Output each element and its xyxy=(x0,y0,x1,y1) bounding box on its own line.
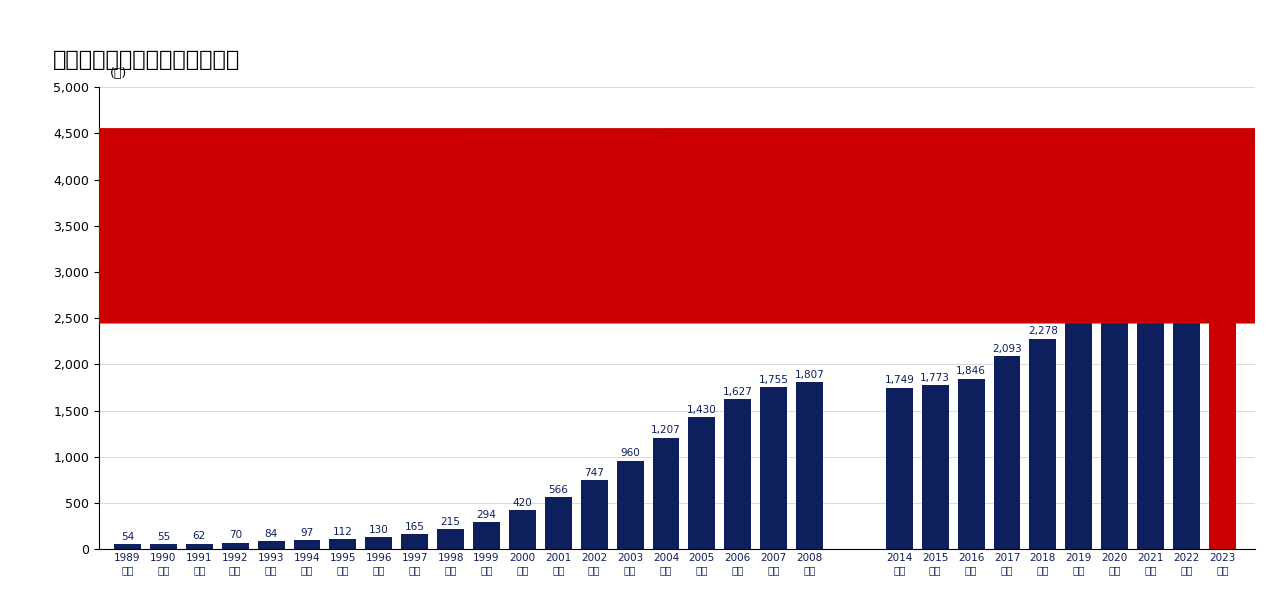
Text: 1,749: 1,749 xyxy=(884,375,914,385)
Text: 2,278: 2,278 xyxy=(1027,326,1058,336)
Text: 112: 112 xyxy=(333,526,353,536)
Bar xyxy=(509,510,536,549)
Bar xyxy=(1137,244,1165,549)
Bar xyxy=(472,522,500,549)
Bar xyxy=(222,543,249,549)
Text: 1,846: 1,846 xyxy=(956,366,986,376)
Bar xyxy=(114,544,141,549)
Text: 420: 420 xyxy=(513,498,532,508)
Text: 747: 747 xyxy=(584,468,605,478)
Text: 62: 62 xyxy=(193,531,206,541)
Text: 294: 294 xyxy=(476,510,497,520)
Text: 大学発ベンチャー数の年度推移: 大学発ベンチャー数の年度推移 xyxy=(52,50,240,70)
Bar xyxy=(1173,200,1200,549)
Bar xyxy=(401,534,428,549)
Bar xyxy=(545,497,572,549)
Bar xyxy=(258,542,284,549)
Text: 165: 165 xyxy=(405,522,424,532)
FancyArrow shape xyxy=(0,129,1270,323)
Bar xyxy=(653,438,679,549)
Bar xyxy=(293,540,320,549)
Text: 70: 70 xyxy=(229,530,241,540)
Bar xyxy=(617,461,644,549)
Text: 97: 97 xyxy=(301,528,314,538)
Text: 215: 215 xyxy=(441,517,461,527)
Bar xyxy=(761,387,787,549)
Text: 566: 566 xyxy=(549,484,568,494)
Bar xyxy=(958,379,984,549)
Text: 4,288: 4,288 xyxy=(1198,132,1251,149)
Bar xyxy=(580,480,607,549)
Bar xyxy=(366,537,392,549)
Bar xyxy=(1209,153,1236,549)
Text: 960: 960 xyxy=(620,448,640,458)
Bar xyxy=(796,382,823,549)
Bar xyxy=(886,388,913,549)
Text: 130: 130 xyxy=(370,525,389,535)
Text: 55: 55 xyxy=(156,532,170,542)
Text: 2,566: 2,566 xyxy=(1064,300,1093,310)
Text: 2,905: 2,905 xyxy=(1100,268,1129,278)
Text: 84: 84 xyxy=(264,529,278,539)
Text: 2,093: 2,093 xyxy=(992,343,1022,353)
Bar xyxy=(688,417,715,549)
Bar xyxy=(329,539,357,549)
Text: 3,782: 3,782 xyxy=(1171,188,1201,198)
Bar xyxy=(1066,312,1092,549)
Text: 1,627: 1,627 xyxy=(723,386,753,396)
Bar xyxy=(724,399,752,549)
Bar xyxy=(1030,339,1057,549)
Text: 1,207: 1,207 xyxy=(652,425,681,435)
Bar xyxy=(185,543,213,549)
Bar xyxy=(922,385,949,549)
Text: 54: 54 xyxy=(121,532,135,542)
Bar xyxy=(437,529,464,549)
Text: 1,755: 1,755 xyxy=(758,375,789,385)
Bar xyxy=(993,356,1021,549)
Text: 3,305: 3,305 xyxy=(1135,231,1166,241)
Text: 1,807: 1,807 xyxy=(795,370,824,380)
Text: 1,430: 1,430 xyxy=(687,405,716,415)
Bar xyxy=(150,544,177,549)
Text: 1,773: 1,773 xyxy=(921,373,950,383)
Bar xyxy=(1101,281,1128,549)
Text: (社): (社) xyxy=(109,67,127,80)
